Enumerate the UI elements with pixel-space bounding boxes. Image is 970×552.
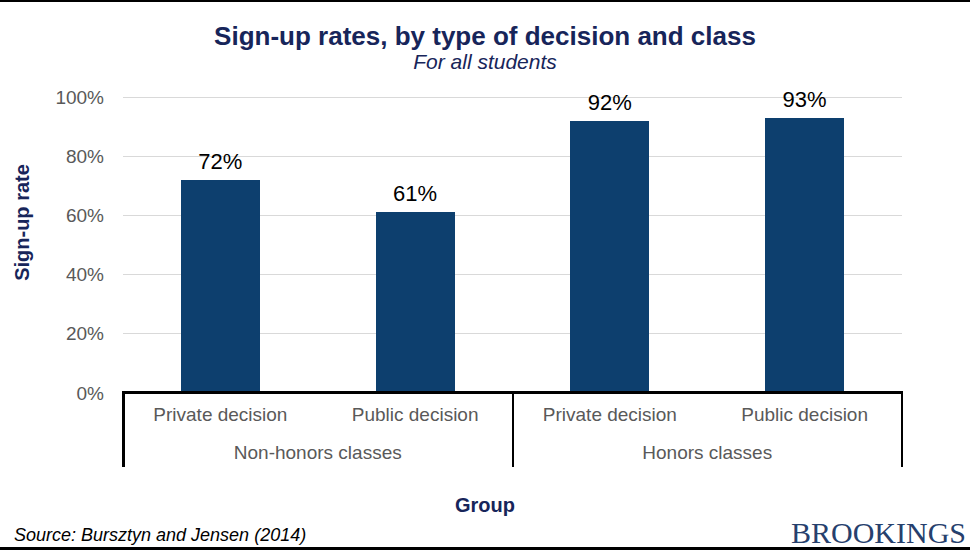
y-tick-label: 0% bbox=[24, 384, 104, 403]
category-label: Private decision bbox=[543, 405, 677, 424]
y-tick-label: 20% bbox=[24, 324, 104, 343]
category-box-divider bbox=[512, 391, 515, 467]
category-label: Public decision bbox=[741, 405, 868, 424]
source-note: Source: Bursztyn and Jensen (2014) bbox=[14, 525, 306, 546]
bar-value-label: 72% bbox=[198, 151, 242, 173]
chart-title: Sign-up rates, by type of decision and c… bbox=[0, 21, 970, 52]
x-axis-title: Group bbox=[0, 494, 970, 517]
bar-value-label: 92% bbox=[588, 92, 632, 114]
y-tick-label: 40% bbox=[24, 265, 104, 284]
bar bbox=[376, 212, 455, 393]
y-tick-label: 80% bbox=[24, 147, 104, 166]
bar-value-label: 61% bbox=[393, 183, 437, 205]
chart-subtitle: For all students bbox=[0, 50, 970, 74]
category-label: Private decision bbox=[153, 405, 287, 424]
bar-value-label: 93% bbox=[783, 89, 827, 111]
brookings-logo: BROOKINGS bbox=[791, 517, 966, 549]
group-label: Honors classes bbox=[642, 443, 772, 462]
x-axis-line bbox=[123, 391, 902, 394]
y-tick-label: 100% bbox=[24, 88, 104, 107]
category-box-divider bbox=[122, 391, 125, 467]
y-tick-label: 60% bbox=[24, 206, 104, 225]
chart-canvas: Sign-up rates, by type of decision and c… bbox=[0, 0, 970, 552]
bar bbox=[181, 180, 260, 393]
bar bbox=[765, 118, 844, 393]
category-label: Public decision bbox=[352, 405, 479, 424]
bar bbox=[570, 121, 649, 393]
group-label: Non-honors classes bbox=[234, 443, 402, 462]
category-box-divider bbox=[901, 391, 904, 467]
top-border-line bbox=[0, 0, 970, 2]
bottom-border-line bbox=[0, 547, 970, 550]
